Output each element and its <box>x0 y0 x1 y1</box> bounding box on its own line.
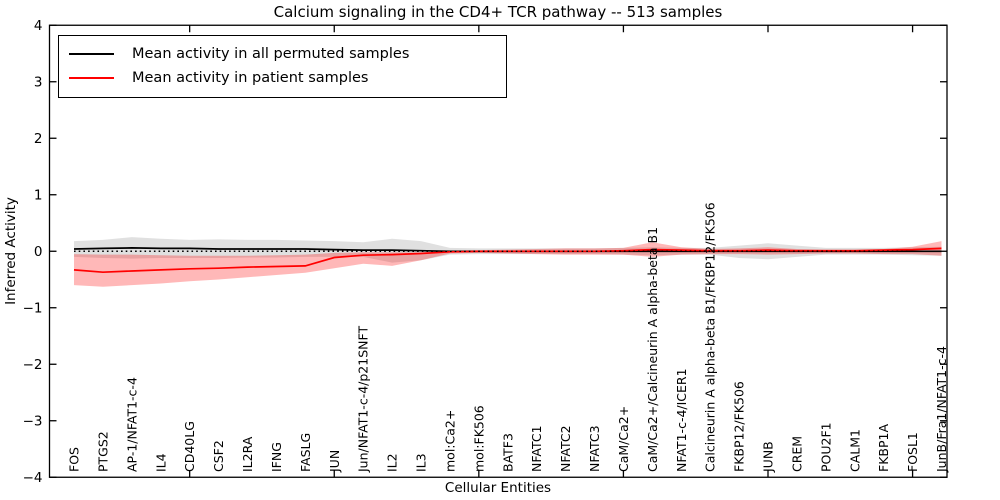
x-category-label: AP-1/NFAT1-c-4 <box>124 377 139 472</box>
y-tick-label: 3 <box>34 74 43 90</box>
x-category-label: FASLG <box>298 433 313 472</box>
y-tick-label: 4 <box>34 18 43 34</box>
y-tick-label: 0 <box>34 244 43 260</box>
x-category-label: CSF2 <box>211 440 226 472</box>
x-category-label: IFNG <box>269 442 284 472</box>
chart-title: Calcium signaling in the CD4+ TCR pathwa… <box>273 3 723 21</box>
x-category-label: POU2F1 <box>818 422 833 472</box>
x-category-label: CD40LG <box>182 421 197 472</box>
y-tick-label: 1 <box>34 187 43 203</box>
x-category-label: mol:Ca2+ <box>442 410 457 472</box>
y-tick-label: −1 <box>23 300 43 316</box>
x-category-label: IL2RA <box>240 436 255 472</box>
y-tick-label: −3 <box>23 413 43 429</box>
x-category-label: FKBP1A <box>876 424 891 472</box>
x-category-label: Calcineurin A alpha-beta B1/FKBP12/FK506 <box>703 202 718 472</box>
x-category-label: CREM <box>789 436 804 472</box>
x-category-label: Jun/NFAT1-c-4/p21SNFT <box>356 326 371 473</box>
x-category-label: IL2 <box>385 453 400 472</box>
patient-band <box>74 241 942 287</box>
legend-entry-patient: Mean activity in patient samples <box>69 66 496 90</box>
x-category-label: FKBP12/FK506 <box>732 381 747 472</box>
x-category-label: JunB/Fra1/NFAT1-c-4 <box>934 346 949 473</box>
legend-entry-permuted: Mean activity in all permuted samples <box>69 42 496 66</box>
x-category-label: BATF3 <box>500 433 515 472</box>
x-category-label: IL4 <box>153 453 168 472</box>
x-category-label: FOS <box>67 447 82 472</box>
patient-line-swatch <box>69 77 114 79</box>
legend: Mean activity in all permuted samples Me… <box>58 35 507 98</box>
x-category-label: FOSL1 <box>905 432 920 472</box>
y-axis-label: Inferred Activity <box>3 197 19 305</box>
permuted-line-swatch <box>69 53 114 55</box>
x-category-label: CaM/Ca2+ <box>616 406 631 472</box>
x-category-label: JUN <box>327 450 342 473</box>
x-axis-label: Cellular Entities <box>444 480 552 496</box>
y-tick-label: −2 <box>23 357 43 373</box>
x-category-label: CALM1 <box>847 429 862 472</box>
y-tick-label: 2 <box>34 131 43 147</box>
y-tick-label: −4 <box>23 470 43 486</box>
x-category-label: JUNB <box>761 441 776 473</box>
x-category-label: NFATC2 <box>558 425 573 472</box>
x-category-label: CaM/Ca2+/Calcineurin A alpha-beta B1 <box>645 227 660 472</box>
x-category-label: PTGS2 <box>95 431 110 472</box>
x-category-label: NFATC1 <box>529 425 544 472</box>
x-category-label: IL3 <box>414 453 429 472</box>
permuted-band <box>74 237 942 263</box>
legend-label-patient: Mean activity in patient samples <box>132 70 369 86</box>
legend-label-permuted: Mean activity in all permuted samples <box>132 46 410 62</box>
x-category-label: NFATC3 <box>587 425 602 472</box>
x-category-label: NFAT1-c-4/ICER1 <box>674 368 689 472</box>
x-category-label: mol:FK506 <box>471 405 486 472</box>
